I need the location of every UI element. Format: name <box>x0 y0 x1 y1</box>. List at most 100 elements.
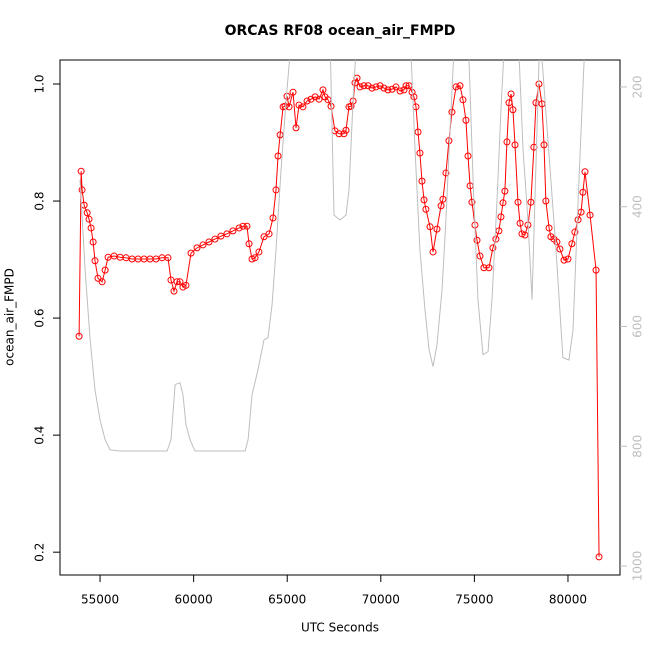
data-point <box>98 278 106 286</box>
data-point <box>416 149 424 157</box>
data-point <box>499 199 507 207</box>
data-point <box>485 264 493 272</box>
data-point <box>462 116 470 124</box>
data-point <box>509 106 517 114</box>
data-point <box>260 233 268 241</box>
data-point <box>518 230 526 238</box>
data-point <box>595 553 603 561</box>
data-point <box>429 248 437 256</box>
y-tick-label: 1.0 <box>33 74 47 93</box>
data-point <box>507 90 515 98</box>
y-axis-label: ocean_air_FMPD <box>3 268 17 366</box>
data-point <box>245 240 253 248</box>
data-point <box>356 83 364 91</box>
data-point <box>94 274 102 282</box>
plot-area <box>75 60 603 561</box>
data-point <box>437 202 445 210</box>
data-point <box>448 108 456 116</box>
data-point <box>489 244 497 252</box>
data-point <box>265 230 273 238</box>
data-point <box>581 168 589 176</box>
data-point <box>235 224 243 232</box>
data-point <box>173 278 181 286</box>
data-point <box>511 141 519 149</box>
data-point <box>91 257 99 265</box>
data-point <box>497 213 505 221</box>
data-point <box>501 187 509 195</box>
data-point <box>527 198 535 206</box>
data-point <box>87 224 95 232</box>
data-point <box>433 225 441 233</box>
data-point <box>503 138 511 146</box>
data-point <box>368 84 376 92</box>
data-point <box>492 235 500 243</box>
data-point <box>464 152 472 160</box>
data-point <box>456 82 464 90</box>
data-point <box>75 332 83 340</box>
data-point <box>340 130 348 138</box>
data-point <box>101 266 109 274</box>
data-point <box>535 80 543 88</box>
data-point <box>380 84 388 92</box>
data-point <box>251 254 259 262</box>
data-point <box>83 209 91 217</box>
data-point <box>480 264 488 272</box>
data-point <box>89 238 97 246</box>
data-point <box>303 97 311 105</box>
data-point <box>426 223 434 231</box>
secondary-line <box>79 60 585 452</box>
data-point <box>187 249 195 257</box>
data-point <box>388 85 396 93</box>
chart-title: ORCAS RF08 ocean_air_FMPD <box>225 23 456 39</box>
y-tick-label: 0.2 <box>33 543 47 562</box>
data-point <box>568 240 576 248</box>
data-point <box>272 186 280 194</box>
data-point <box>459 96 467 104</box>
data-point <box>439 195 447 203</box>
x-tick-label: 65000 <box>268 593 306 607</box>
data-point <box>289 88 297 96</box>
data-point <box>295 101 303 109</box>
data-point <box>229 227 237 235</box>
x-tick-label: 80000 <box>549 593 587 607</box>
data-point <box>319 86 327 94</box>
data-point <box>540 141 548 149</box>
data-point <box>274 152 282 160</box>
data-point <box>248 255 256 263</box>
x-tick-label: 55000 <box>81 593 119 607</box>
y2-tick-label: 400 <box>631 195 645 218</box>
data-point <box>402 82 410 90</box>
data-point <box>217 232 225 240</box>
data-point <box>586 211 594 219</box>
y-tick-label: 0.4 <box>33 426 47 445</box>
y2-tick-label: 200 <box>631 75 645 98</box>
data-point <box>269 214 277 222</box>
x-axis-label: UTC Seconds <box>301 621 379 635</box>
data-point <box>199 241 207 249</box>
data-point <box>85 215 93 223</box>
data-point <box>396 87 404 95</box>
data-point <box>574 216 582 224</box>
y-tick-label: 0.6 <box>33 309 47 328</box>
data-point <box>560 256 568 264</box>
data-point <box>400 86 408 94</box>
data-point <box>392 83 400 91</box>
data-point <box>564 255 572 263</box>
data-point <box>311 93 319 101</box>
data-point <box>255 248 263 256</box>
data-point <box>418 177 426 185</box>
data-point <box>476 252 484 260</box>
data-point <box>315 95 323 103</box>
data-point <box>414 128 422 136</box>
x-tick-label: 70000 <box>362 593 400 607</box>
data-point <box>176 278 184 286</box>
x-tick-label: 75000 <box>455 593 493 607</box>
data-point <box>205 238 213 246</box>
data-point <box>342 126 350 134</box>
data-point <box>420 196 428 204</box>
data-point <box>514 198 522 206</box>
data-point <box>77 167 85 175</box>
data-point <box>182 281 190 289</box>
data-point <box>335 130 343 138</box>
